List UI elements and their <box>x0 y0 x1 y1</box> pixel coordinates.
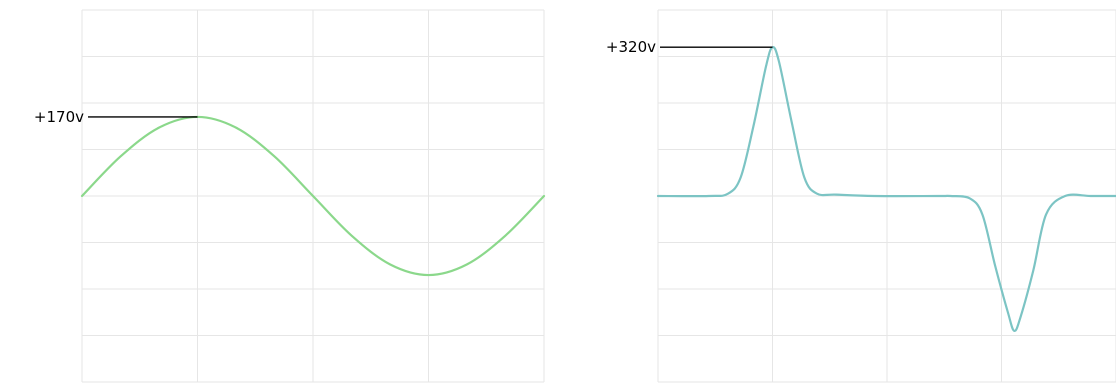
data-point <box>937 195 939 197</box>
data-point <box>765 65 767 67</box>
data-point <box>312 195 314 197</box>
data-point <box>1020 316 1022 318</box>
data-point <box>657 195 659 197</box>
data-point <box>835 194 837 196</box>
data-point <box>740 176 742 178</box>
waveform-line <box>80 115 546 277</box>
data-point <box>981 214 983 216</box>
pulse-wave-panel: +320v <box>606 9 1116 383</box>
peak-voltage-label: +320v <box>606 38 656 56</box>
peak-voltage-label: +170v <box>34 108 84 126</box>
data-point <box>778 60 780 62</box>
data-point <box>803 176 805 178</box>
data-point <box>1045 214 1047 216</box>
data-point <box>1032 269 1034 271</box>
data-point <box>1013 330 1015 332</box>
sine-wave-panel: +170v <box>34 9 546 383</box>
waveform-line <box>656 45 1116 332</box>
data-point <box>543 195 545 197</box>
data-point <box>120 155 122 157</box>
data-point <box>727 193 729 195</box>
data-point <box>351 235 353 237</box>
data-point <box>708 195 710 197</box>
data-point <box>1007 311 1009 313</box>
data-point <box>158 127 160 129</box>
data-point <box>1090 195 1092 197</box>
data-point <box>816 193 818 195</box>
data-point <box>505 235 507 237</box>
data-point <box>389 263 391 265</box>
data-point <box>752 125 754 127</box>
data-point <box>994 265 996 267</box>
data-point <box>466 263 468 265</box>
data-point <box>81 195 83 197</box>
data-point <box>950 195 952 197</box>
data-point <box>428 274 430 276</box>
data-point <box>235 127 237 129</box>
data-point <box>969 197 971 199</box>
data-point <box>791 121 793 123</box>
data-point <box>1064 195 1066 197</box>
data-point <box>274 155 276 157</box>
data-point <box>873 195 875 197</box>
